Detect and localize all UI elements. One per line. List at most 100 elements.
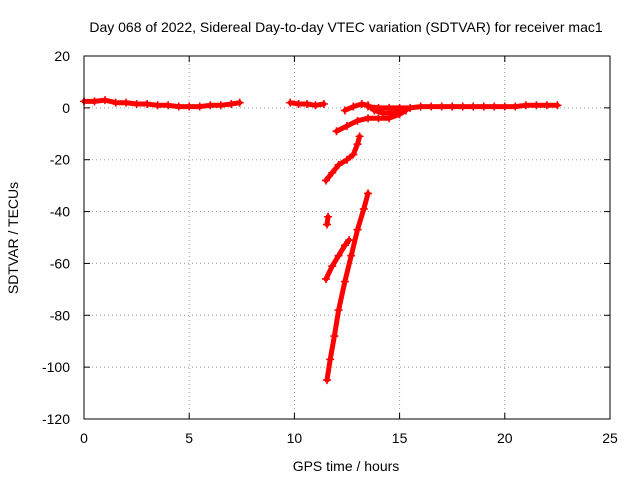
x-tick-label: 5	[185, 430, 193, 446]
data-point	[122, 98, 131, 107]
data-point	[532, 101, 541, 110]
y-tick-label: -60	[50, 255, 70, 271]
data-point	[345, 236, 354, 245]
data-point	[323, 220, 332, 229]
data-point	[353, 140, 362, 149]
y-tick-label: -40	[50, 204, 70, 220]
data-point	[334, 251, 343, 260]
data-point	[385, 114, 394, 123]
series-baseline-mid	[286, 98, 328, 110]
data-point	[406, 103, 415, 112]
series-arc-a	[321, 132, 364, 185]
data-point	[364, 101, 373, 110]
chart-title: Day 068 of 2022, Sidereal Day-to-day VTE…	[89, 19, 602, 35]
data-point	[321, 274, 330, 283]
data-point	[353, 116, 362, 125]
y-tick-label: -80	[50, 307, 70, 323]
data-point	[90, 97, 99, 106]
data-point	[216, 101, 225, 110]
data-point	[343, 122, 351, 131]
data-point	[355, 132, 364, 141]
data-layer	[80, 96, 562, 385]
data-point	[164, 101, 173, 110]
data-point	[490, 102, 499, 111]
data-point	[227, 99, 236, 108]
y-tick-label: 0	[62, 100, 70, 116]
data-point	[370, 106, 379, 115]
data-point	[334, 160, 343, 169]
series-arc-c	[323, 189, 373, 385]
y-tick-label: -100	[42, 359, 70, 375]
x-tick-label: 10	[287, 430, 303, 446]
data-point	[349, 102, 358, 111]
series-baseline-early	[80, 96, 244, 111]
data-point	[364, 114, 373, 123]
data-point	[235, 98, 244, 107]
y-tick-label: -120	[42, 411, 70, 427]
data-point	[294, 99, 303, 108]
data-point	[319, 99, 328, 108]
data-point	[359, 204, 368, 213]
data-point	[340, 277, 349, 286]
data-point	[340, 106, 349, 115]
data-point	[153, 101, 162, 110]
data-point	[479, 102, 488, 111]
data-point	[328, 262, 337, 271]
x-axis-label: GPS time / hours	[293, 458, 400, 474]
data-point	[353, 225, 362, 234]
data-point	[364, 189, 373, 198]
data-point	[311, 101, 320, 110]
series-isolated	[323, 212, 333, 229]
data-point	[343, 155, 351, 164]
data-point	[334, 306, 343, 315]
series-trace	[81, 97, 243, 110]
data-point	[303, 99, 312, 108]
data-point	[416, 102, 425, 111]
plot-frame	[83, 55, 611, 420]
data-point	[328, 168, 337, 177]
data-point	[206, 101, 215, 110]
y-tick-label: 20	[54, 48, 70, 64]
data-point	[195, 102, 204, 111]
data-point	[143, 99, 152, 108]
data-point	[132, 99, 141, 108]
data-point	[111, 98, 120, 107]
data-point	[349, 150, 358, 159]
series-disturbance-cluster	[340, 99, 404, 118]
data-point	[395, 107, 404, 116]
data-point	[458, 102, 467, 111]
data-point	[427, 102, 436, 111]
data-point	[347, 251, 356, 260]
data-point	[500, 102, 509, 111]
tick-layer: 20 0 -20 -40 -60 -80 -100 -120 0 5 10 15 20 25	[42, 48, 618, 446]
data-point	[387, 109, 396, 118]
data-point	[521, 101, 530, 110]
data-point	[286, 98, 295, 107]
data-point	[101, 96, 110, 105]
data-point	[174, 102, 183, 111]
data-point	[553, 101, 562, 110]
data-point	[185, 102, 194, 111]
data-point	[326, 355, 335, 364]
data-point	[374, 114, 383, 123]
data-point	[324, 212, 333, 221]
data-point	[330, 332, 339, 341]
x-tick-label: 0	[80, 430, 88, 446]
y-tick-label: -20	[50, 152, 70, 168]
y-axis-label: SDTVAR / TECUs	[5, 182, 21, 294]
data-point	[469, 102, 478, 111]
data-point	[340, 241, 349, 250]
data-point	[332, 127, 341, 136]
data-point	[357, 99, 366, 108]
data-point	[401, 106, 410, 115]
series-disturbance-upper	[332, 106, 410, 136]
series-arc-b	[321, 236, 354, 283]
data-point	[321, 176, 330, 185]
data-point	[323, 376, 332, 385]
data-point	[378, 109, 387, 118]
data-point	[448, 102, 457, 111]
x-tick-label: 25	[602, 430, 618, 446]
